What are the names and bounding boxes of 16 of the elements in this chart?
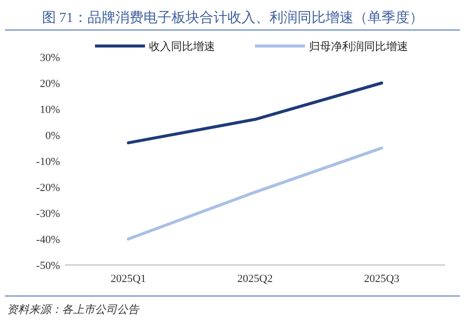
- y-tick-label: 20%: [40, 78, 60, 90]
- y-tick-label: 0%: [45, 130, 60, 142]
- chart-title: 图 71：品牌消费电子板块合计收入、利润同比增速（单季度）: [42, 10, 424, 26]
- y-tick-label: 10%: [40, 104, 60, 116]
- x-tick-label: 2025Q3: [364, 273, 400, 285]
- y-tick-label: -20%: [36, 182, 60, 194]
- legend-label: 收入同比增速: [149, 40, 215, 53]
- y-tick-label: -30%: [36, 208, 60, 220]
- text: 资料来源：各上市公司公告: [7, 303, 140, 316]
- y-tick-label: -40%: [36, 234, 60, 246]
- y-tick-label: -10%: [36, 156, 60, 168]
- legend-label: 归母净利润同比增速: [309, 40, 408, 53]
- y-tick-label: 30%: [40, 52, 60, 64]
- y-tick-label: -50%: [36, 260, 60, 272]
- x-tick-label: 2025Q2: [237, 273, 273, 285]
- x-tick-label: 2025Q1: [110, 273, 146, 285]
